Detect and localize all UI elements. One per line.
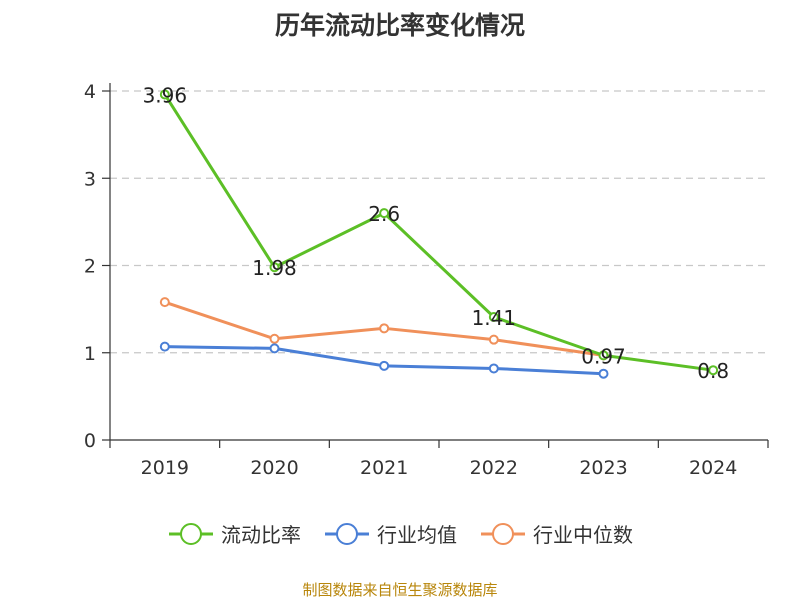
legend-swatch-icon (325, 522, 369, 545)
series-1-point-2022 (488, 363, 499, 374)
legend-label: 流动比率 (221, 523, 301, 547)
legend-swatch-icon (169, 522, 213, 545)
legend-swatch-marker (336, 522, 358, 545)
series-0-point-2019 (159, 89, 170, 100)
legend-swatch-icon (481, 522, 525, 545)
series-0-point-2023 (598, 350, 609, 361)
legend-swatch-marker (492, 522, 514, 545)
data-labels: 3.96 1.98 2.6 1.41 0.97 0.8 (143, 83, 730, 383)
series-0-point-2020 (269, 262, 280, 273)
legend: 流动比率 行业均值 行业中位数 (0, 519, 800, 548)
series-1-point-2021 (379, 360, 390, 371)
x-tick-label-2022: 2022 (470, 457, 518, 479)
source-note: 制图数据来自恒生聚源数据库 (302, 581, 498, 599)
legend-label: 行业中位数 (533, 523, 633, 547)
series-2-point-2019 (159, 297, 170, 308)
y-tick-label-1: 1 (84, 343, 96, 365)
series-0-label-2020: 1.98 (252, 256, 297, 280)
legend-item-2[interactable]: 行业中位数 (479, 519, 633, 548)
x-tick-label-2020: 2020 (250, 457, 298, 479)
legend-item-0[interactable]: 流动比率 (167, 519, 301, 548)
series-0-label-2019: 3.96 (143, 83, 188, 107)
legend-item-1[interactable]: 行业均值 (323, 519, 457, 548)
legend-label: 行业均值 (377, 523, 457, 547)
y-tick-label-4: 4 (84, 81, 96, 103)
series-0-point-2024 (708, 365, 719, 376)
x-tick-label-2023: 2023 (579, 457, 627, 479)
series-1-point-2019 (159, 341, 170, 352)
series-2-point-2021 (379, 323, 390, 334)
series-0-label-2021: 2.6 (368, 202, 400, 226)
series-2-point-2022 (488, 334, 499, 345)
series-0-point-2022 (488, 311, 499, 322)
series-lines (159, 89, 719, 379)
chart-title: 历年流动比率变化情况 (274, 11, 525, 40)
grid-lines (110, 90, 768, 354)
x-tick-label-2024: 2024 (689, 457, 737, 479)
series-0-point-2021 (379, 208, 390, 219)
legend-swatch-marker (180, 522, 202, 545)
axes: 0 1 2 3 4 2019 2020 2021 2022 2023 2024 (84, 81, 769, 479)
y-tick-label-0: 0 (84, 430, 96, 452)
series-2-point-2020 (269, 333, 280, 344)
series-1-point-2023 (598, 368, 609, 379)
x-tick-label-2021: 2021 (360, 457, 408, 479)
x-tick-label-2019: 2019 (141, 457, 189, 479)
series-0-label-2022: 1.41 (472, 306, 517, 330)
series-0-label-2024: 0.8 (697, 359, 729, 383)
series-0-line (163, 93, 714, 372)
y-tick-label-3: 3 (84, 168, 96, 190)
y-tick-label-2: 2 (84, 256, 96, 278)
series-1-point-2020 (269, 343, 280, 354)
series-0-label-2023: 0.97 (581, 344, 626, 368)
